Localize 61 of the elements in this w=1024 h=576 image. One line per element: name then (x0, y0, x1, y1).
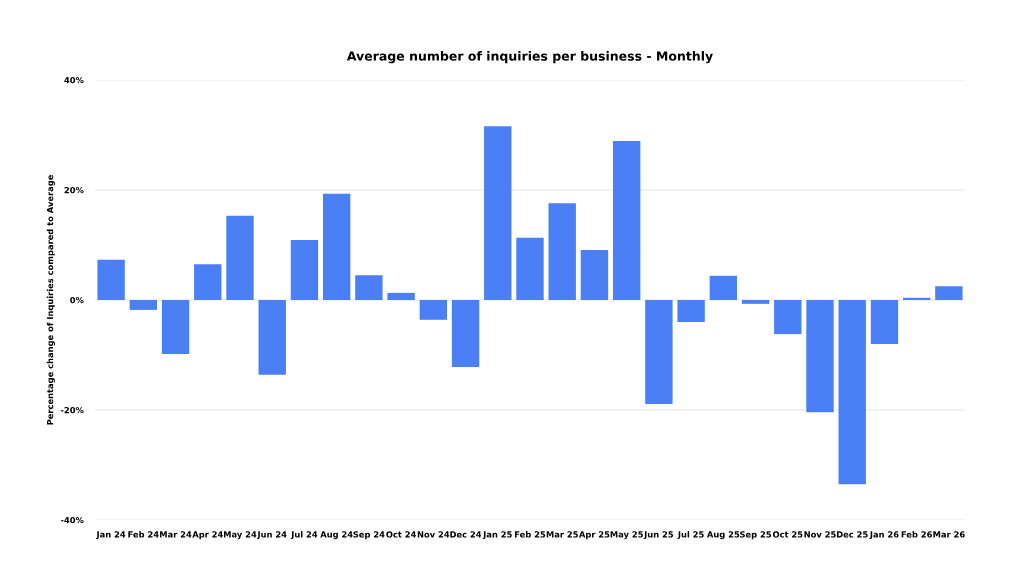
x-tick-label: May 25 (610, 531, 643, 540)
bar (645, 300, 673, 404)
bar (161, 300, 190, 354)
x-tick-label: Feb 26 (901, 531, 932, 538)
x-tick-label: Feb 24 (128, 531, 159, 538)
bar (902, 297, 931, 300)
y-tick-label: 0% (70, 296, 84, 304)
x-tick-label: Jan 25 (482, 531, 512, 540)
y-tick-label: -40% (60, 516, 84, 524)
x-tick-label: Jan 26 (869, 531, 899, 540)
bar (129, 300, 158, 310)
x-tick-label: Mar 26 (933, 531, 965, 538)
x-tick-label: Jun 25 (643, 531, 674, 540)
x-tick-label: Dec 25 (836, 531, 868, 538)
y-tick-label: 20% (64, 186, 84, 194)
bar (709, 275, 738, 300)
bar (226, 215, 254, 300)
x-tick-label: Aug 25 (706, 531, 740, 540)
x-tick-label: Aug 24 (320, 531, 353, 540)
bar (451, 300, 480, 368)
x-tick-label: Jan 24 (96, 531, 126, 540)
y-tick-label: -20% (60, 406, 84, 414)
chart-title: Average number of inquiries per business - Monthly (346, 51, 713, 64)
bar (870, 300, 899, 344)
x-tick-label: Oct 25 (772, 531, 803, 538)
x-tick-label: Mar 24 (160, 531, 192, 538)
x-tick-label: Feb 25 (515, 531, 546, 538)
x-tick-label: Jul 24 (290, 531, 318, 540)
x-tick-label: Apr 24 (192, 531, 223, 540)
bar (97, 259, 125, 300)
bar (290, 240, 319, 300)
bar (419, 300, 448, 320)
x-tick-label: Sep 24 (353, 531, 385, 540)
y-tick-label: 40% (64, 76, 84, 84)
x-tick-label: Nov 25 (804, 531, 836, 538)
x-tick-label: Mar 25 (546, 531, 578, 538)
y-axis-title: Percentage change of Inquiries compared to Average (46, 175, 55, 425)
bar (387, 292, 415, 300)
bar (194, 264, 222, 300)
bar (355, 275, 383, 300)
x-tick-label: May 24 (223, 531, 257, 540)
bar (806, 300, 834, 413)
bar (322, 193, 351, 300)
bar (741, 300, 770, 304)
x-tick-label: Jun 24 (257, 531, 287, 540)
bar (612, 141, 641, 300)
bar (677, 300, 705, 322)
x-tick-label: Oct 24 (386, 531, 416, 538)
x-tick-label: Apr 25 (578, 531, 610, 540)
x-tick-label: Nov 24 (417, 531, 450, 538)
bar (580, 249, 609, 300)
x-tick-label: Jul 25 (677, 531, 704, 540)
bar (774, 300, 802, 335)
bar (548, 203, 576, 300)
x-tick-label: Sep 25 (740, 531, 772, 540)
x-tick-label: Dec 24 (450, 531, 482, 538)
bar (258, 300, 286, 375)
bar (484, 126, 512, 300)
bar (838, 300, 866, 485)
bar (935, 286, 963, 300)
bar (516, 237, 544, 300)
